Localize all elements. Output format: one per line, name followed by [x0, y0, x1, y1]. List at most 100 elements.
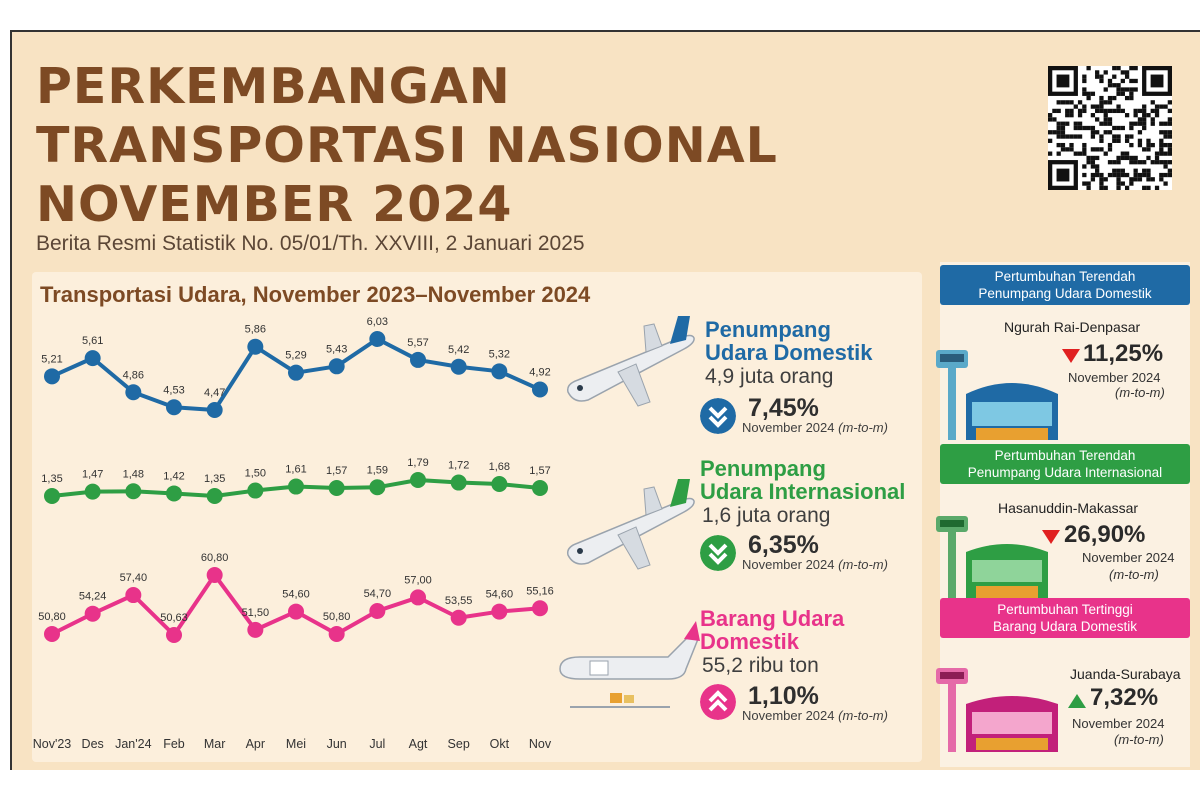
data-point [166, 399, 182, 416]
data-label: 5,42 [448, 344, 469, 356]
x-tick-label: Mei [286, 737, 306, 751]
airport-period: November 2024 [1082, 550, 1175, 565]
data-point [125, 384, 142, 401]
data-point [166, 627, 182, 643]
data-point [44, 488, 60, 504]
data-point [369, 479, 386, 496]
card-header-lowest-domestic: Pertumbuhan Terendah Penumpang Udara Dom… [940, 265, 1190, 305]
data-label: 1,35 [204, 473, 225, 485]
international-passenger-title-line-1: Penumpang [700, 456, 826, 481]
airport-change: 26,90% [1064, 521, 1146, 548]
card-header-lowest-international: Pertumbuhan Terendah Penumpang Udara Int… [940, 444, 1190, 484]
data-label: 5,86 [245, 324, 266, 336]
data-point [166, 485, 182, 502]
title-line-3: NOVEMBER 2024 [36, 176, 513, 233]
data-label: 1,57 [326, 465, 347, 477]
data-label: 57,00 [404, 574, 432, 586]
chart-title: Transportasi Udara, November 2023–Novemb… [40, 282, 591, 307]
data-label: 54,60 [282, 589, 310, 601]
data-label: 1,50 [245, 468, 266, 480]
airport-name: Ngurah Rai-Denpasar [1004, 319, 1141, 335]
domestic-passenger-period: November 2024 (m-to-m) [742, 420, 888, 435]
data-point [288, 478, 304, 495]
up-arrow-icon [1068, 694, 1086, 708]
data-point [328, 358, 345, 375]
data-label: 5,57 [407, 337, 428, 349]
cargo-period: November 2024 (m-to-m) [742, 708, 888, 723]
card-header-line: Pertumbuhan Terendah [994, 448, 1136, 463]
title-line-1: PERKEMBANGAN [36, 58, 511, 115]
airport-change: 7,32% [1090, 684, 1159, 711]
data-label: 50,63 [160, 612, 188, 624]
card-header-line: Pertumbuhan Terendah [994, 269, 1136, 284]
decrease-chevron-icon [700, 398, 736, 434]
down-arrow-icon [1042, 530, 1060, 544]
data-label: 1,72 [448, 460, 469, 472]
x-tick-label: Nov [529, 737, 552, 751]
data-point [84, 350, 101, 367]
data-point [369, 331, 386, 347]
data-label: 5,32 [489, 348, 510, 360]
international-passenger-title-line-2: Udara Internasional [700, 479, 906, 504]
data-label: 5,29 [285, 350, 306, 362]
airport-basis: (m-to-m) [1114, 732, 1164, 747]
data-label: 5,61 [82, 335, 103, 347]
data-label: 54,24 [79, 591, 107, 603]
data-point [491, 476, 508, 492]
data-point [44, 368, 60, 385]
data-point [532, 381, 548, 398]
x-tick-label: Apr [246, 737, 265, 751]
data-point [125, 483, 142, 500]
airport-terminal-icon [936, 668, 1058, 752]
data-point [206, 402, 223, 418]
airport-basis: (m-to-m) [1109, 567, 1159, 582]
international-passenger-amount: 1,6 juta orang [702, 504, 831, 527]
x-tick-label: Nov'23 [33, 737, 72, 751]
data-point [450, 358, 467, 375]
data-label: 5,43 [326, 343, 347, 355]
data-point [125, 587, 142, 604]
domestic-passenger-title-line-1: Penumpang [705, 317, 831, 342]
data-point [491, 603, 508, 620]
data-label: 1,79 [407, 457, 428, 469]
x-tick-label: Mar [204, 737, 226, 751]
x-tick-label: Okt [490, 737, 510, 751]
x-tick-label: Feb [163, 737, 185, 751]
data-point [410, 351, 426, 368]
data-label: 6,03 [367, 316, 388, 328]
data-label: 4,53 [163, 384, 184, 396]
data-label: 1,68 [489, 461, 510, 473]
data-label: 1,35 [41, 473, 62, 485]
data-point [288, 364, 304, 381]
airport-period: November 2024 [1068, 370, 1161, 385]
domestic-passenger-title-line-2: Udara Domestik [705, 340, 873, 365]
title-line-2: TRANSPORTASI NASIONAL [36, 117, 778, 174]
card-header-line: Penumpang Udara Internasional [967, 465, 1163, 480]
data-point [288, 603, 304, 620]
data-label: 1,47 [82, 469, 103, 481]
passenger-plane-domestic-icon [566, 316, 695, 407]
data-point [44, 625, 60, 642]
card-header-line: Barang Udara Domestik [992, 619, 1138, 634]
data-point [532, 480, 548, 496]
card-header-highest-cargo: Pertumbuhan Tertinggi Barang Udara Domes… [940, 598, 1190, 638]
data-point [450, 609, 467, 626]
data-label: 54,70 [364, 588, 392, 600]
data-label: 4,86 [123, 369, 144, 381]
decrease-chevron-icon [700, 535, 736, 571]
release-subtitle: Berita Resmi Statistik No. 05/01/Th. XXV… [36, 232, 585, 255]
passenger-plane-international-icon [566, 479, 695, 570]
airport-period: November 2024 [1072, 716, 1165, 731]
chart-panel [32, 272, 922, 762]
data-label: 51,50 [242, 607, 270, 619]
data-point [410, 589, 426, 606]
x-tick-label: Jun [327, 737, 347, 751]
data-label: 1,61 [285, 464, 306, 476]
airport-name: Hasanuddin-Makassar [998, 500, 1139, 516]
data-point [206, 488, 223, 504]
data-point [247, 621, 264, 638]
card-header-line: Pertumbuhan Tertinggi [997, 602, 1133, 617]
airport-change: 11,25% [1083, 340, 1164, 367]
data-point [450, 474, 467, 491]
domestic-passenger-amount: 4,9 juta orang [705, 365, 834, 388]
